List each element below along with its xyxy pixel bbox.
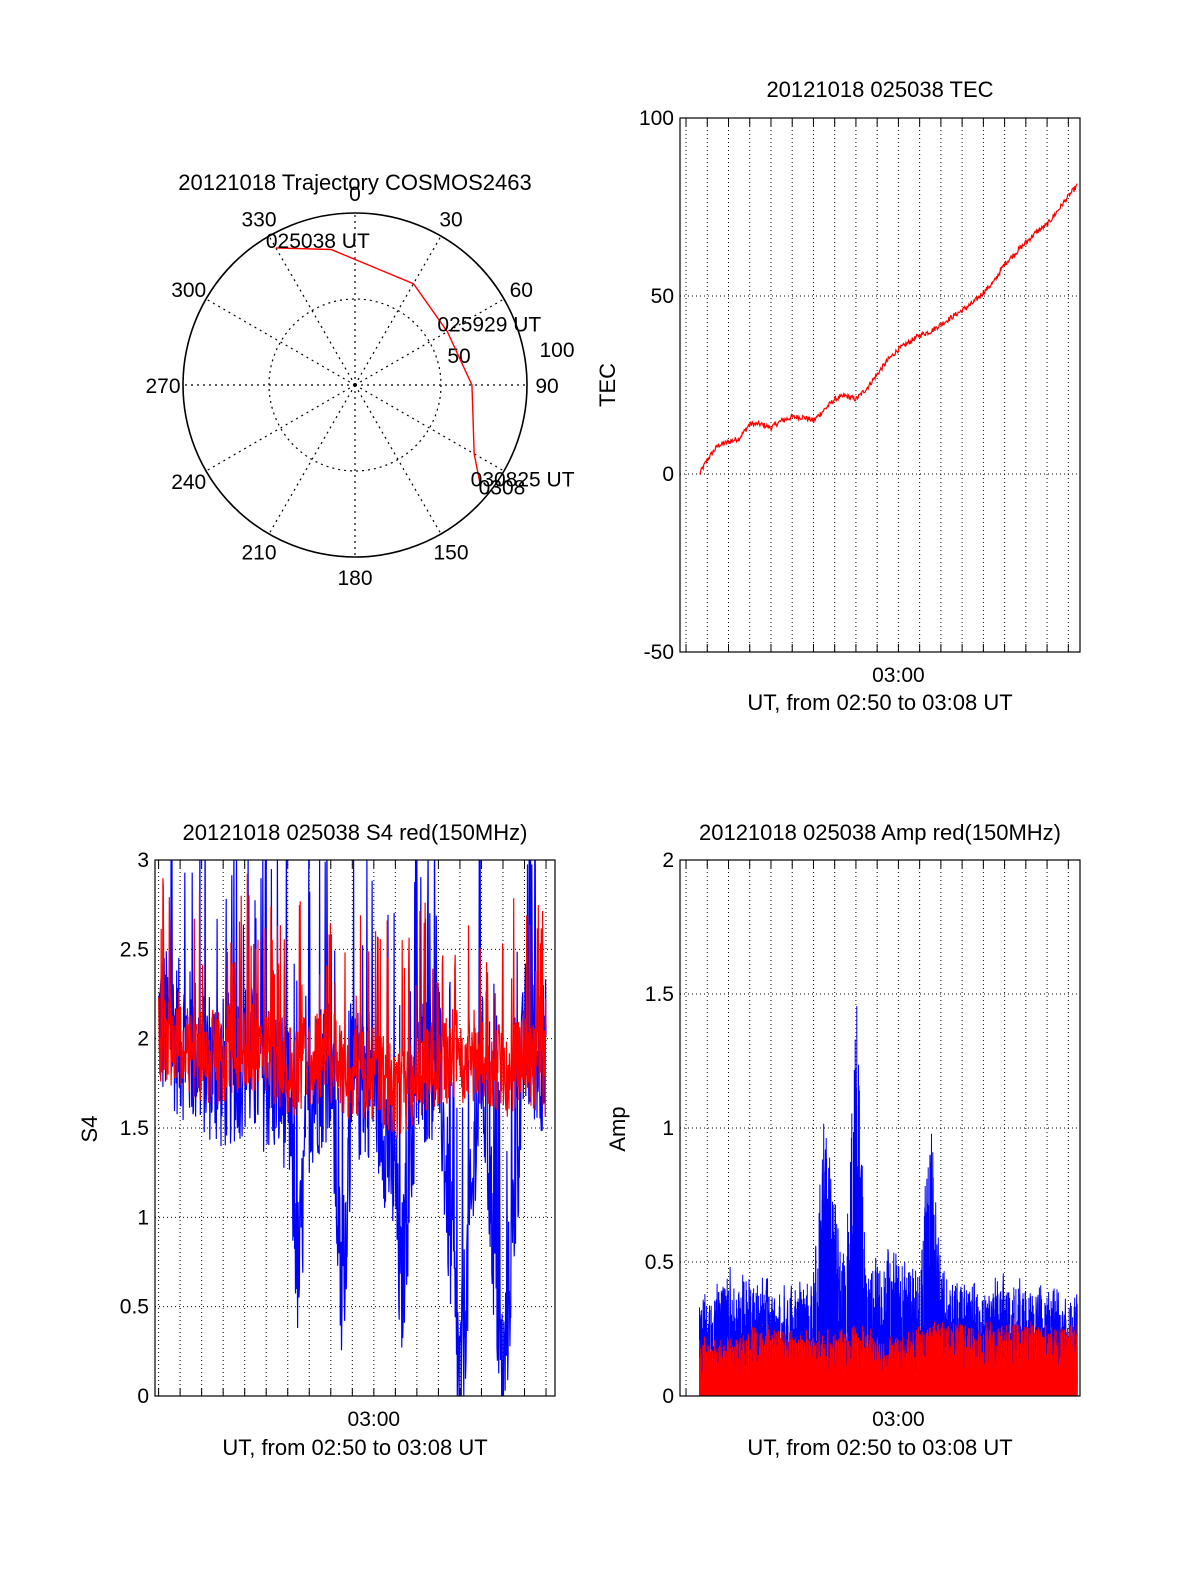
trajectory-polar-plot: 20121018 Trajectory COSMOS2463 0 30 60 90 15… (145, 170, 574, 590)
polar-azimuth-label: 150 (433, 541, 468, 564)
polar-spoke (354, 235, 442, 386)
plot-frame (679, 859, 1081, 1397)
x-tick-label: 03:00 (872, 1408, 925, 1431)
polar-radial-label: 100 (539, 339, 574, 362)
y-tick-label: 0 (662, 463, 674, 486)
trajectory-track (275, 247, 482, 487)
tec-chart: 20121018 025038 TEC TEC UT, from 02:50 t… (595, 77, 1081, 715)
amp-plot-area: 0 0.5 1 1.5 2 03:00 (645, 849, 1081, 1431)
trajectory-track-line (275, 247, 482, 487)
s4-title: 20121018 025038 S4 red(150MHz) (183, 820, 528, 845)
y-tick-label: 50 (651, 285, 674, 308)
plot-frame (679, 117, 1081, 653)
amp-title: 20121018 025038 Amp red(150MHz) (699, 820, 1061, 845)
trajectory-time-label: 025038 UT (266, 230, 370, 253)
x-tick-label: 03:00 (348, 1408, 401, 1431)
plot-frame (154, 859, 556, 1397)
polar-azimuth-label: 270 (145, 375, 180, 398)
polar-azimuth-label: 240 (171, 471, 206, 494)
polar-azimuth-label: 90 (535, 375, 558, 398)
polar-azimuth-labels: 0 30 60 90 150 180 210 240 270 300 330 (145, 183, 558, 590)
s4-chart: 20121018 025038 S4 red(150MHz) S4 UT, fr… (77, 820, 556, 1460)
x-tick-label: 03:00 (872, 664, 925, 687)
s4-xlabel: UT, from 02:50 to 03:08 UT (222, 1435, 487, 1460)
y-tick-label: 1 (137, 1206, 149, 1229)
s4-ylabel: S4 (77, 1116, 102, 1143)
y-tick-label: 0 (662, 1385, 674, 1408)
amp-ylabel: Amp (605, 1106, 630, 1151)
y-tick-label: 2.5 (120, 938, 149, 961)
series-fill (699, 1322, 1078, 1396)
polar-spoke (354, 384, 442, 535)
trajectory-time-label: 030825 UT (471, 469, 575, 492)
y-tick-label: 2 (662, 849, 674, 872)
tec-title: 20121018 025038 TEC (766, 77, 993, 102)
polar-spoke (268, 384, 356, 535)
trajectory-title: 20121018 Trajectory COSMOS2463 (178, 170, 531, 195)
polar-azimuth-label: 180 (337, 567, 372, 590)
polar-azimuth-label: 330 (241, 209, 276, 232)
polar-azimuth-label: 0 (349, 183, 361, 206)
y-tick-label: 0.5 (645, 1251, 674, 1274)
polar-azimuth-label: 300 (171, 279, 206, 302)
polar-spoke (354, 384, 505, 472)
polar-spoke (268, 235, 356, 386)
series-group (158, 860, 547, 1396)
tec-ylabel: TEC (595, 363, 620, 407)
s4-plot-area: 0 0.5 1 1.5 2 2.5 3 03:00 (120, 849, 556, 1431)
series-line (699, 183, 1078, 476)
polar-spoke (205, 384, 356, 472)
series-group (699, 1006, 1078, 1396)
polar-radial-labels: 50 100 (447, 339, 574, 368)
y-tick-label: 0 (137, 1385, 149, 1408)
amp-xlabel: UT, from 02:50 to 03:08 UT (747, 1435, 1012, 1460)
trajectory-overlap-label: 0308 (479, 477, 526, 500)
polar-azimuth-label: 60 (510, 279, 533, 302)
polar-grid (182, 212, 528, 558)
series-line (158, 873, 547, 1139)
tec-plot-area: -50 0 50 100 03:00 (639, 107, 1081, 687)
amp-chart: 20121018 025038 Amp red(150MHz) Amp UT, … (605, 820, 1081, 1460)
y-tick-label: 100 (639, 107, 674, 130)
y-tick-label: 2 (137, 1028, 149, 1051)
polar-outer-circle (182, 212, 528, 558)
y-tick-label: 1 (662, 1117, 674, 1140)
trajectory-time-label: 025929 UT (437, 314, 541, 337)
polar-spoke (354, 298, 505, 386)
polar-azimuth-label: 30 (439, 209, 462, 232)
polar-azimuth-label: 210 (241, 541, 276, 564)
y-tick-label: 1.5 (645, 983, 674, 1006)
polar-spoke (205, 298, 356, 386)
tec-xlabel: UT, from 02:50 to 03:08 UT (747, 690, 1012, 715)
y-tick-label: 0.5 (120, 1296, 149, 1319)
y-tick-label: 3 (137, 849, 149, 872)
y-tick-label: -50 (644, 641, 674, 664)
series-line (158, 860, 547, 1396)
series-group (699, 183, 1078, 476)
y-tick-label: 1.5 (120, 1117, 149, 1140)
